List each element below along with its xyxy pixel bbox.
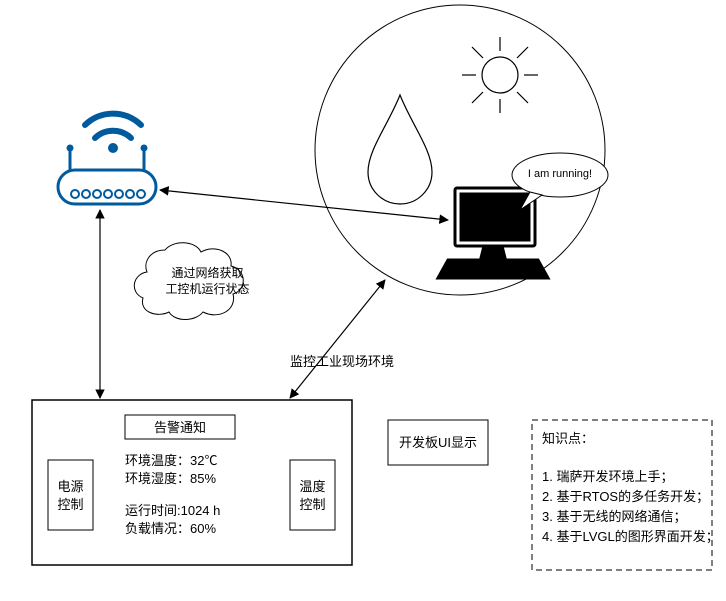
load-text: 负载情况：60% xyxy=(125,520,216,538)
temp-control-text: 温度 控制 xyxy=(290,478,335,513)
speech-bubble-text: I am running! xyxy=(520,167,600,182)
knowledge-title: 知识点： xyxy=(542,430,594,448)
env-temp-text: 环境温度：32℃ xyxy=(125,452,217,470)
knowledge-item-2: 2. 基于RTOS的多任务开发； xyxy=(542,488,709,506)
knowledge-item-4: 4. 基于LVGL的图形界面开发； xyxy=(542,528,719,546)
knowledge-item-3: 3. 基于无线的网络通信； xyxy=(542,508,686,526)
alarm-title-text: 告警通知 xyxy=(125,419,235,437)
waterdrop-icon xyxy=(368,95,432,204)
ui-label-text: 开发板UI显示 xyxy=(388,434,488,452)
sun-icon xyxy=(462,37,538,113)
runtime-text: 运行时间:1024 h xyxy=(125,502,220,520)
cloud-text: 通过网络获取 工控机运行状态 xyxy=(150,265,265,297)
arrow-monitor-label: 监控工业现场环境 xyxy=(290,353,394,371)
power-control-text: 电源 控制 xyxy=(48,478,93,513)
knowledge-item-1: 1. 瑞萨开发环境上手； xyxy=(542,468,673,486)
environment-circle xyxy=(315,5,605,295)
arrow-router-computer xyxy=(160,190,448,220)
env-humidity-text: 环境湿度：85% xyxy=(125,470,216,488)
arrow-circle-panel xyxy=(290,280,385,398)
router-icon xyxy=(58,114,156,204)
